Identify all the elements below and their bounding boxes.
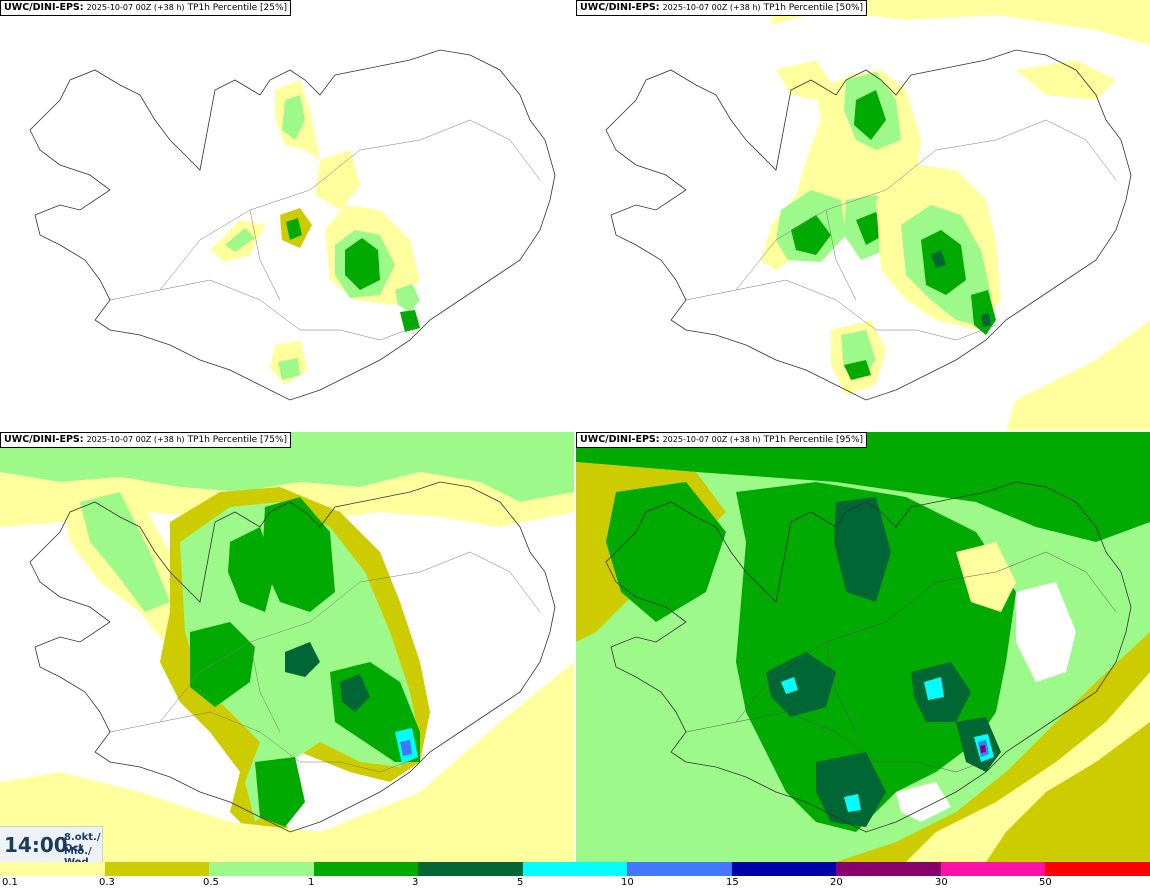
legend-swatch — [836, 862, 941, 876]
run-info: 2025-10-07 00Z (+38 h) — [662, 3, 761, 12]
roads — [685, 119, 1117, 341]
legend-swatch — [313, 862, 419, 876]
legend-swatch — [731, 862, 837, 876]
roads — [109, 119, 541, 341]
legend-swatch — [940, 862, 1046, 876]
legend-swatch — [522, 862, 628, 876]
legend-swatch — [627, 862, 732, 876]
legend-bar — [0, 862, 1150, 876]
roads — [109, 551, 541, 773]
map-panel-p50: UWC/DINI-EPS: 2025-10-07 00Z (+38 h) TP1h … — [576, 0, 1150, 430]
panel-title: UWC/DINI-EPS: 2025-10-07 00Z (+38 h) TP1h … — [0, 432, 292, 448]
legend-tick-label: 15 — [726, 877, 739, 888]
field-name: TP1h Percentile [95%] — [763, 435, 864, 445]
panel-title: UWC/DINI-EPS: 2025-10-07 00Z (+38 h) TP1h … — [576, 0, 868, 16]
field-name: TP1h Percentile [75%] — [187, 435, 288, 445]
map-panel-p75: UWC/DINI-EPS: 2025-10-07 00Z (+38 h) TP1h … — [0, 432, 574, 862]
legend-tick-label: 3 — [412, 877, 419, 888]
coastline — [29, 481, 556, 833]
map-panel-p25: UWC/DINI-EPS: 2025-10-07 00Z (+38 h) TP1h … — [0, 0, 574, 430]
coastline — [605, 49, 1132, 401]
model-name: UWC/DINI-EPS: — [580, 2, 660, 13]
precip-map-p25 — [29, 49, 556, 401]
field-name: TP1h Percentile [50%] — [763, 3, 864, 13]
roads — [685, 551, 1117, 773]
legend-swatch — [209, 862, 314, 876]
precip-shading — [210, 80, 420, 385]
panel-title: UWC/DINI-EPS: 2025-10-07 00Z (+38 h) TP1h … — [576, 432, 868, 448]
run-info: 2025-10-07 00Z (+38 h) — [86, 435, 185, 444]
field-name: TP1h Percentile [25%] — [187, 3, 288, 13]
run-info: 2025-10-07 00Z (+38 h) — [662, 435, 761, 444]
run-info: 2025-10-07 00Z (+38 h) — [86, 3, 185, 12]
model-name: UWC/DINI-EPS: — [4, 2, 84, 13]
legend-tick-label: 1 — [308, 877, 315, 888]
precip-map-p95 — [576, 432, 1150, 862]
precip-map-p50 — [605, 0, 1150, 430]
legend-tick-label: 0.3 — [99, 877, 115, 888]
precip-shading — [0, 432, 574, 862]
valid-time-box: 14:00 8.okt./ Oct Mið./ Wed — [0, 826, 103, 868]
legend-tick-label: 30 — [935, 877, 948, 888]
precip-map-p75 — [0, 432, 574, 862]
map-panel-p95: UWC/DINI-EPS: 2025-10-07 00Z (+38 h) TP1h … — [576, 432, 1150, 862]
precip-shading — [761, 0, 1150, 430]
panel-title: UWC/DINI-EPS: 2025-10-07 00Z (+38 h) TP1h … — [0, 0, 292, 16]
model-name: UWC/DINI-EPS: — [4, 434, 84, 445]
legend-tick-label: 10 — [621, 877, 634, 888]
legend-swatch — [1045, 862, 1150, 876]
legend-swatch — [418, 862, 523, 876]
model-name: UWC/DINI-EPS: — [580, 434, 660, 445]
valid-time: 14:00 — [4, 833, 68, 857]
coastline — [29, 49, 556, 401]
legend-swatch — [104, 862, 210, 876]
valid-date: 8.okt./ Oct — [64, 832, 101, 854]
color-legend: 0.1 0.3 0.5 1 3 5 10 15 20 30 50 — [0, 862, 1150, 891]
precip-shading — [576, 432, 1150, 862]
coastline — [605, 481, 1132, 833]
legend-swatch — [0, 862, 105, 876]
legend-tick-label: 50 — [1039, 877, 1052, 888]
legend-tick-label: 20 — [830, 877, 843, 888]
legend-tick-label: 0.1 — [2, 877, 18, 888]
legend-tick-label: 5 — [517, 877, 524, 888]
legend-tick-label: 0.5 — [203, 877, 219, 888]
